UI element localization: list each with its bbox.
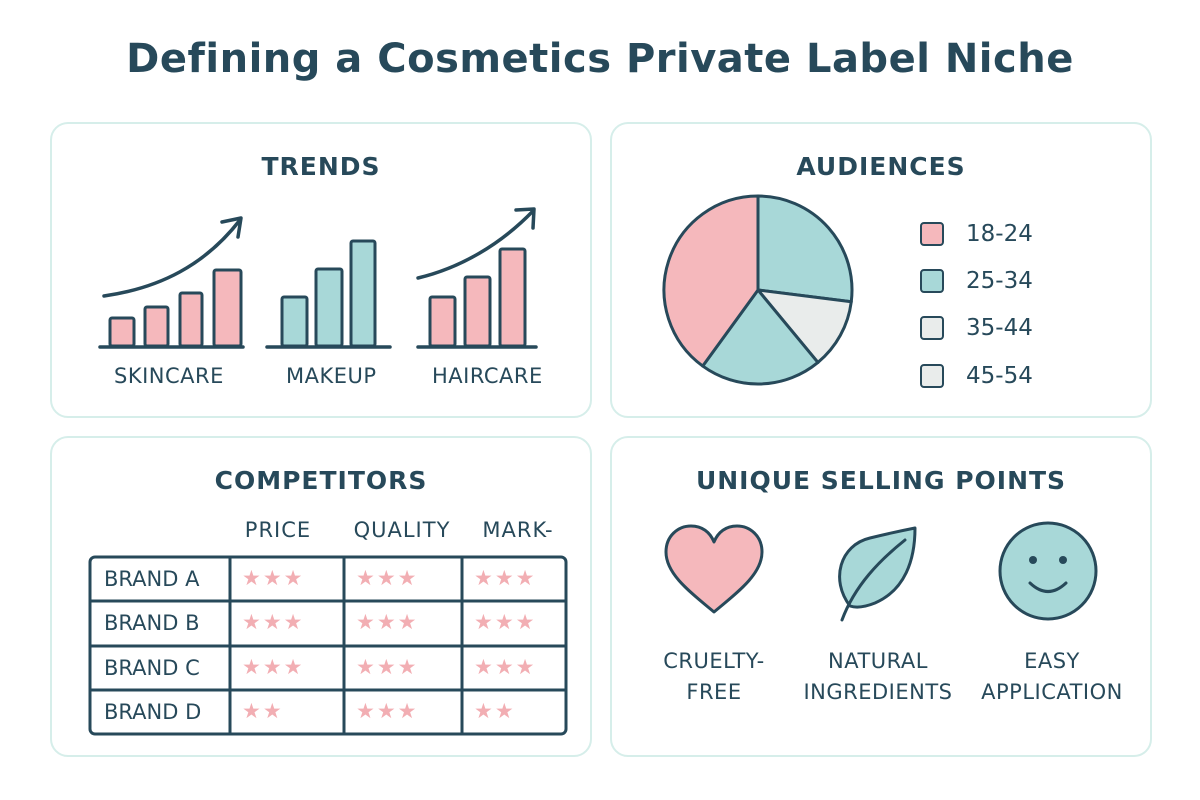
audiences-heading: AUDIENCES (796, 152, 966, 181)
usp-cruelty-free: CRUELTY- FREE (629, 646, 799, 708)
pie-slice (662, 194, 760, 368)
star-rating: ★★★ (474, 610, 537, 634)
usp-natural-ingredients: NATURAL INGREDIENTS (793, 646, 963, 708)
competitors-panel: COMPETITORS (50, 436, 592, 757)
star-rating: ★★★ (242, 566, 305, 590)
trend-bar (143, 305, 170, 348)
trend-arrow-icon (102, 218, 242, 298)
trend-bar (314, 267, 344, 348)
column-header-quality: QUALITY (353, 518, 451, 542)
column-header-price: PRICE (244, 518, 312, 542)
usp-panel: UNIQUE SELLING POINTS (610, 436, 1152, 757)
page-title: Defining a Cosmetics Private Label Niche (126, 36, 1074, 82)
trend-bar (280, 295, 309, 348)
smiley-eye (1029, 556, 1037, 564)
star-rating: ★★ (242, 699, 284, 723)
usp-line: INGREDIENTS (803, 680, 953, 704)
star-rating: ★★★ (242, 655, 305, 679)
legend-label: 25-34 (966, 268, 1033, 294)
trend-bar (108, 316, 136, 348)
star-rating: ★★★ (242, 610, 305, 634)
legend-label: 35-44 (966, 315, 1033, 341)
brand-name: BRAND A (104, 567, 200, 591)
leaf-vein (840, 538, 907, 622)
pie-slice (756, 194, 854, 304)
heart-icon (664, 524, 764, 614)
trend-bar (212, 268, 243, 348)
star-rating: ★★★ (474, 566, 537, 590)
trend-bar (349, 239, 377, 348)
star-rating: ★★ (474, 699, 516, 723)
smiley-icon (998, 521, 1098, 621)
trend-arrowhead-icon (220, 216, 243, 239)
brand-name: BRAND D (104, 700, 202, 724)
audiences-panel: AUDIENCES (610, 122, 1152, 418)
smiley-mouth (1028, 581, 1068, 593)
competitors-heading: COMPETITORS (214, 466, 428, 495)
trend-arrow-icon (416, 209, 535, 280)
smiley-eye (1059, 556, 1067, 564)
trends-heading: TRENDS (261, 152, 381, 181)
trend-label-skincare: SKINCARE (114, 364, 224, 388)
trend-bar (178, 291, 204, 348)
star-rating: ★★★ (356, 655, 419, 679)
column-header-marketing: MARK- (482, 518, 554, 542)
usp-heading: UNIQUE SELLING POINTS (695, 466, 1067, 495)
star-rating: ★★★ (474, 655, 537, 679)
usp-line: APPLICATION (981, 680, 1123, 704)
usp-easy-application: EASY APPLICATION (967, 646, 1137, 708)
brand-name: BRAND C (104, 656, 200, 680)
trend-bar (463, 275, 492, 348)
usp-line: NATURAL (828, 649, 928, 673)
legend-swatch-18-24 (920, 222, 944, 246)
legend-label: 45-54 (966, 363, 1033, 389)
star-rating: ★★★ (356, 566, 419, 590)
brand-name: BRAND B (104, 611, 200, 635)
trend-arrowhead-icon (514, 207, 536, 230)
usp-line: FREE (686, 680, 742, 704)
legend-swatch-35-44 (920, 316, 944, 340)
trend-label-haircare: HAIRCARE (432, 364, 543, 388)
trend-bar (428, 295, 457, 348)
trend-label-makeup: MAKEUP (286, 364, 377, 388)
usp-line: CRUELTY- (663, 649, 765, 673)
trend-bar (498, 247, 527, 348)
legend-swatch-45-54 (920, 364, 944, 388)
pie-slice (701, 288, 820, 386)
star-rating: ★★★ (356, 610, 419, 634)
star-rating: ★★★ (356, 699, 419, 723)
usp-line: EASY (1024, 649, 1080, 673)
legend-label: 18-24 (966, 221, 1033, 247)
legend-swatch-25-34 (920, 269, 944, 293)
trends-panel: TRENDS (50, 122, 592, 418)
